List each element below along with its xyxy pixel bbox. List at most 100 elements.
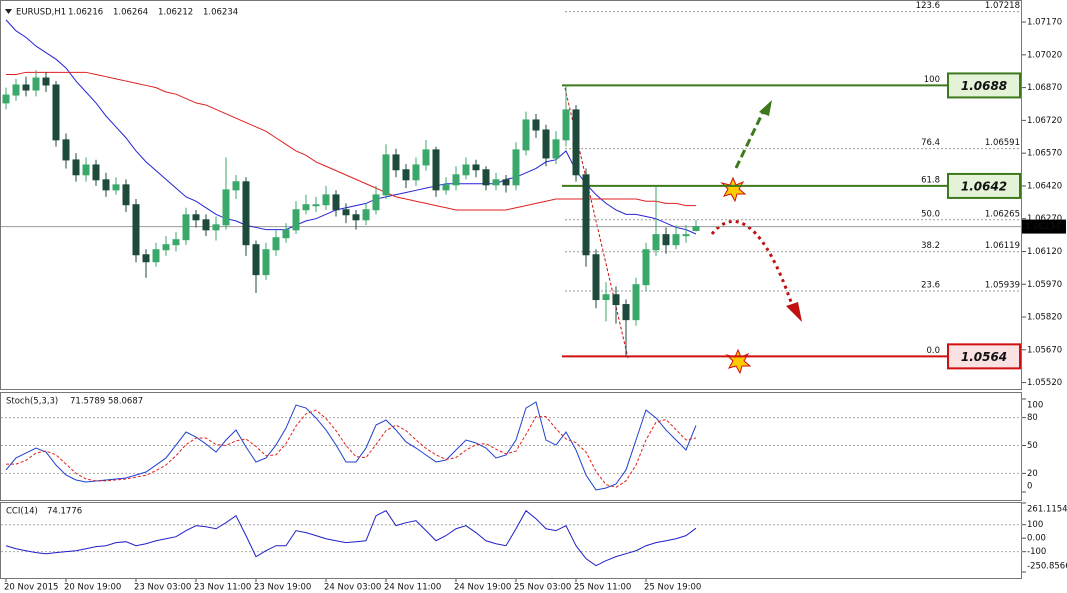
- candle-body: [122, 184, 130, 206]
- candle-body: [222, 189, 230, 226]
- candle-body: [82, 164, 90, 176]
- y-tick-label: 1.07170: [1027, 18, 1062, 28]
- candle-body: [262, 249, 270, 276]
- candle-body: [372, 194, 380, 211]
- candle-body: [432, 149, 440, 191]
- y-tick-label: 1.05670: [1027, 345, 1062, 355]
- candle-body: [232, 181, 240, 191]
- candle-body: [32, 77, 40, 91]
- y-tick-label: 0: [1027, 482, 1032, 492]
- candle-body: [322, 194, 330, 206]
- target-price: 1.0688: [961, 79, 1007, 93]
- indicator-line: [5, 509, 697, 567]
- candle-body: [412, 164, 420, 181]
- candle-body: [292, 209, 300, 231]
- y-tick-label: -250.8566: [1027, 562, 1067, 572]
- candle-body: [312, 204, 320, 207]
- candle-body: [672, 234, 680, 246]
- candle-body: [422, 149, 430, 166]
- candle-body: [452, 174, 460, 186]
- candle-body: [242, 181, 250, 246]
- y-tick-label: 1.05820: [1027, 313, 1062, 323]
- target-box: [947, 172, 1021, 199]
- moving-average: [5, 19, 697, 235]
- candle-body: [622, 304, 630, 321]
- candle-body: [202, 219, 210, 231]
- y-tick-label: 80: [1027, 413, 1038, 423]
- candle-body: [602, 294, 610, 301]
- fib-price: 1.06119: [985, 241, 1020, 251]
- candle-body: [272, 237, 280, 251]
- candle-body: [522, 119, 530, 151]
- y-tick-label: 1.06720: [1027, 116, 1062, 126]
- y-tick-label: 100: [1027, 520, 1043, 530]
- x-tick-label: 24 Nov 19:00: [454, 583, 511, 593]
- y-tick-label: 261.1154: [1027, 505, 1067, 515]
- target-box: [947, 72, 1021, 99]
- x-tick-label: 25 Nov 03:00: [514, 583, 571, 593]
- indicator-line: [6, 409, 697, 488]
- y-tick-label: 100: [1027, 401, 1043, 411]
- y-tick-label: 1.06570: [1027, 149, 1062, 159]
- header-low: 1.06212: [158, 8, 193, 18]
- panel-marker: [5, 9, 12, 14]
- x-tick-label: 23 Nov 19:00: [254, 583, 311, 593]
- candle-body: [142, 254, 150, 263]
- candle-body: [192, 214, 200, 221]
- candle-body: [552, 139, 560, 159]
- candle-body: [542, 129, 550, 159]
- y-tick-label: 1.05970: [1027, 280, 1062, 290]
- candle-body: [472, 164, 480, 171]
- candle-body: [502, 179, 510, 186]
- candle-body: [362, 209, 370, 221]
- candle-body: [492, 179, 500, 186]
- y-tick-label: 1.06870: [1027, 83, 1062, 93]
- candle-body: [302, 204, 310, 211]
- indicator-value: 74.1776: [47, 507, 82, 517]
- candle-body: [212, 224, 220, 231]
- candle-body: [642, 249, 650, 286]
- current-price-box: [1022, 219, 1066, 234]
- header-high: 1.06264: [113, 8, 148, 18]
- header-close: 1.06234: [203, 8, 238, 18]
- fib-ratio: 100: [924, 75, 940, 85]
- candle-body: [332, 194, 340, 211]
- y-tick-label: 1.05520: [1027, 378, 1062, 388]
- candle-body: [652, 234, 660, 251]
- fib-ratio: 76.4: [921, 138, 940, 148]
- x-tick-label: 20 Nov 19:00: [64, 583, 121, 593]
- indicator-value: 58.0687: [108, 397, 143, 407]
- main-panel: [0, 0, 1022, 390]
- candle-body: [12, 84, 20, 96]
- x-tick-label: 24 Nov 03:00: [324, 583, 381, 593]
- bearish-arrow-head: [786, 302, 802, 322]
- candle-body: [92, 164, 100, 181]
- breakout-star: [720, 176, 747, 203]
- candle-body: [692, 226, 700, 232]
- fib-ratio: 50.0: [921, 209, 940, 219]
- x-tick-label: 24 Nov 11:00: [384, 583, 441, 593]
- cci-panel: [0, 502, 1022, 579]
- x-tick-label: 23 Nov 11:00: [194, 583, 251, 593]
- fib-ratio: 38.2: [921, 241, 940, 251]
- candle-body: [382, 154, 390, 196]
- fib-ratio: 123.6: [916, 1, 940, 11]
- candle-body: [282, 229, 290, 239]
- candle-body: [42, 77, 50, 86]
- candle-body: [612, 294, 620, 306]
- candle-body: [172, 239, 180, 246]
- candle-body: [152, 249, 160, 263]
- fib-ratio: 0.0: [926, 346, 940, 356]
- candle-body: [102, 179, 110, 191]
- symbol-title: EURUSD,H1: [16, 8, 66, 18]
- candle-body: [22, 84, 30, 91]
- fib-ratio: 61.8: [921, 175, 940, 185]
- candle-body: [162, 244, 170, 251]
- fib-ratio: 23.6: [921, 281, 940, 291]
- moving-average: [6, 71, 696, 211]
- indicator-line: [5, 401, 697, 491]
- header-open: 1.06216: [68, 8, 103, 18]
